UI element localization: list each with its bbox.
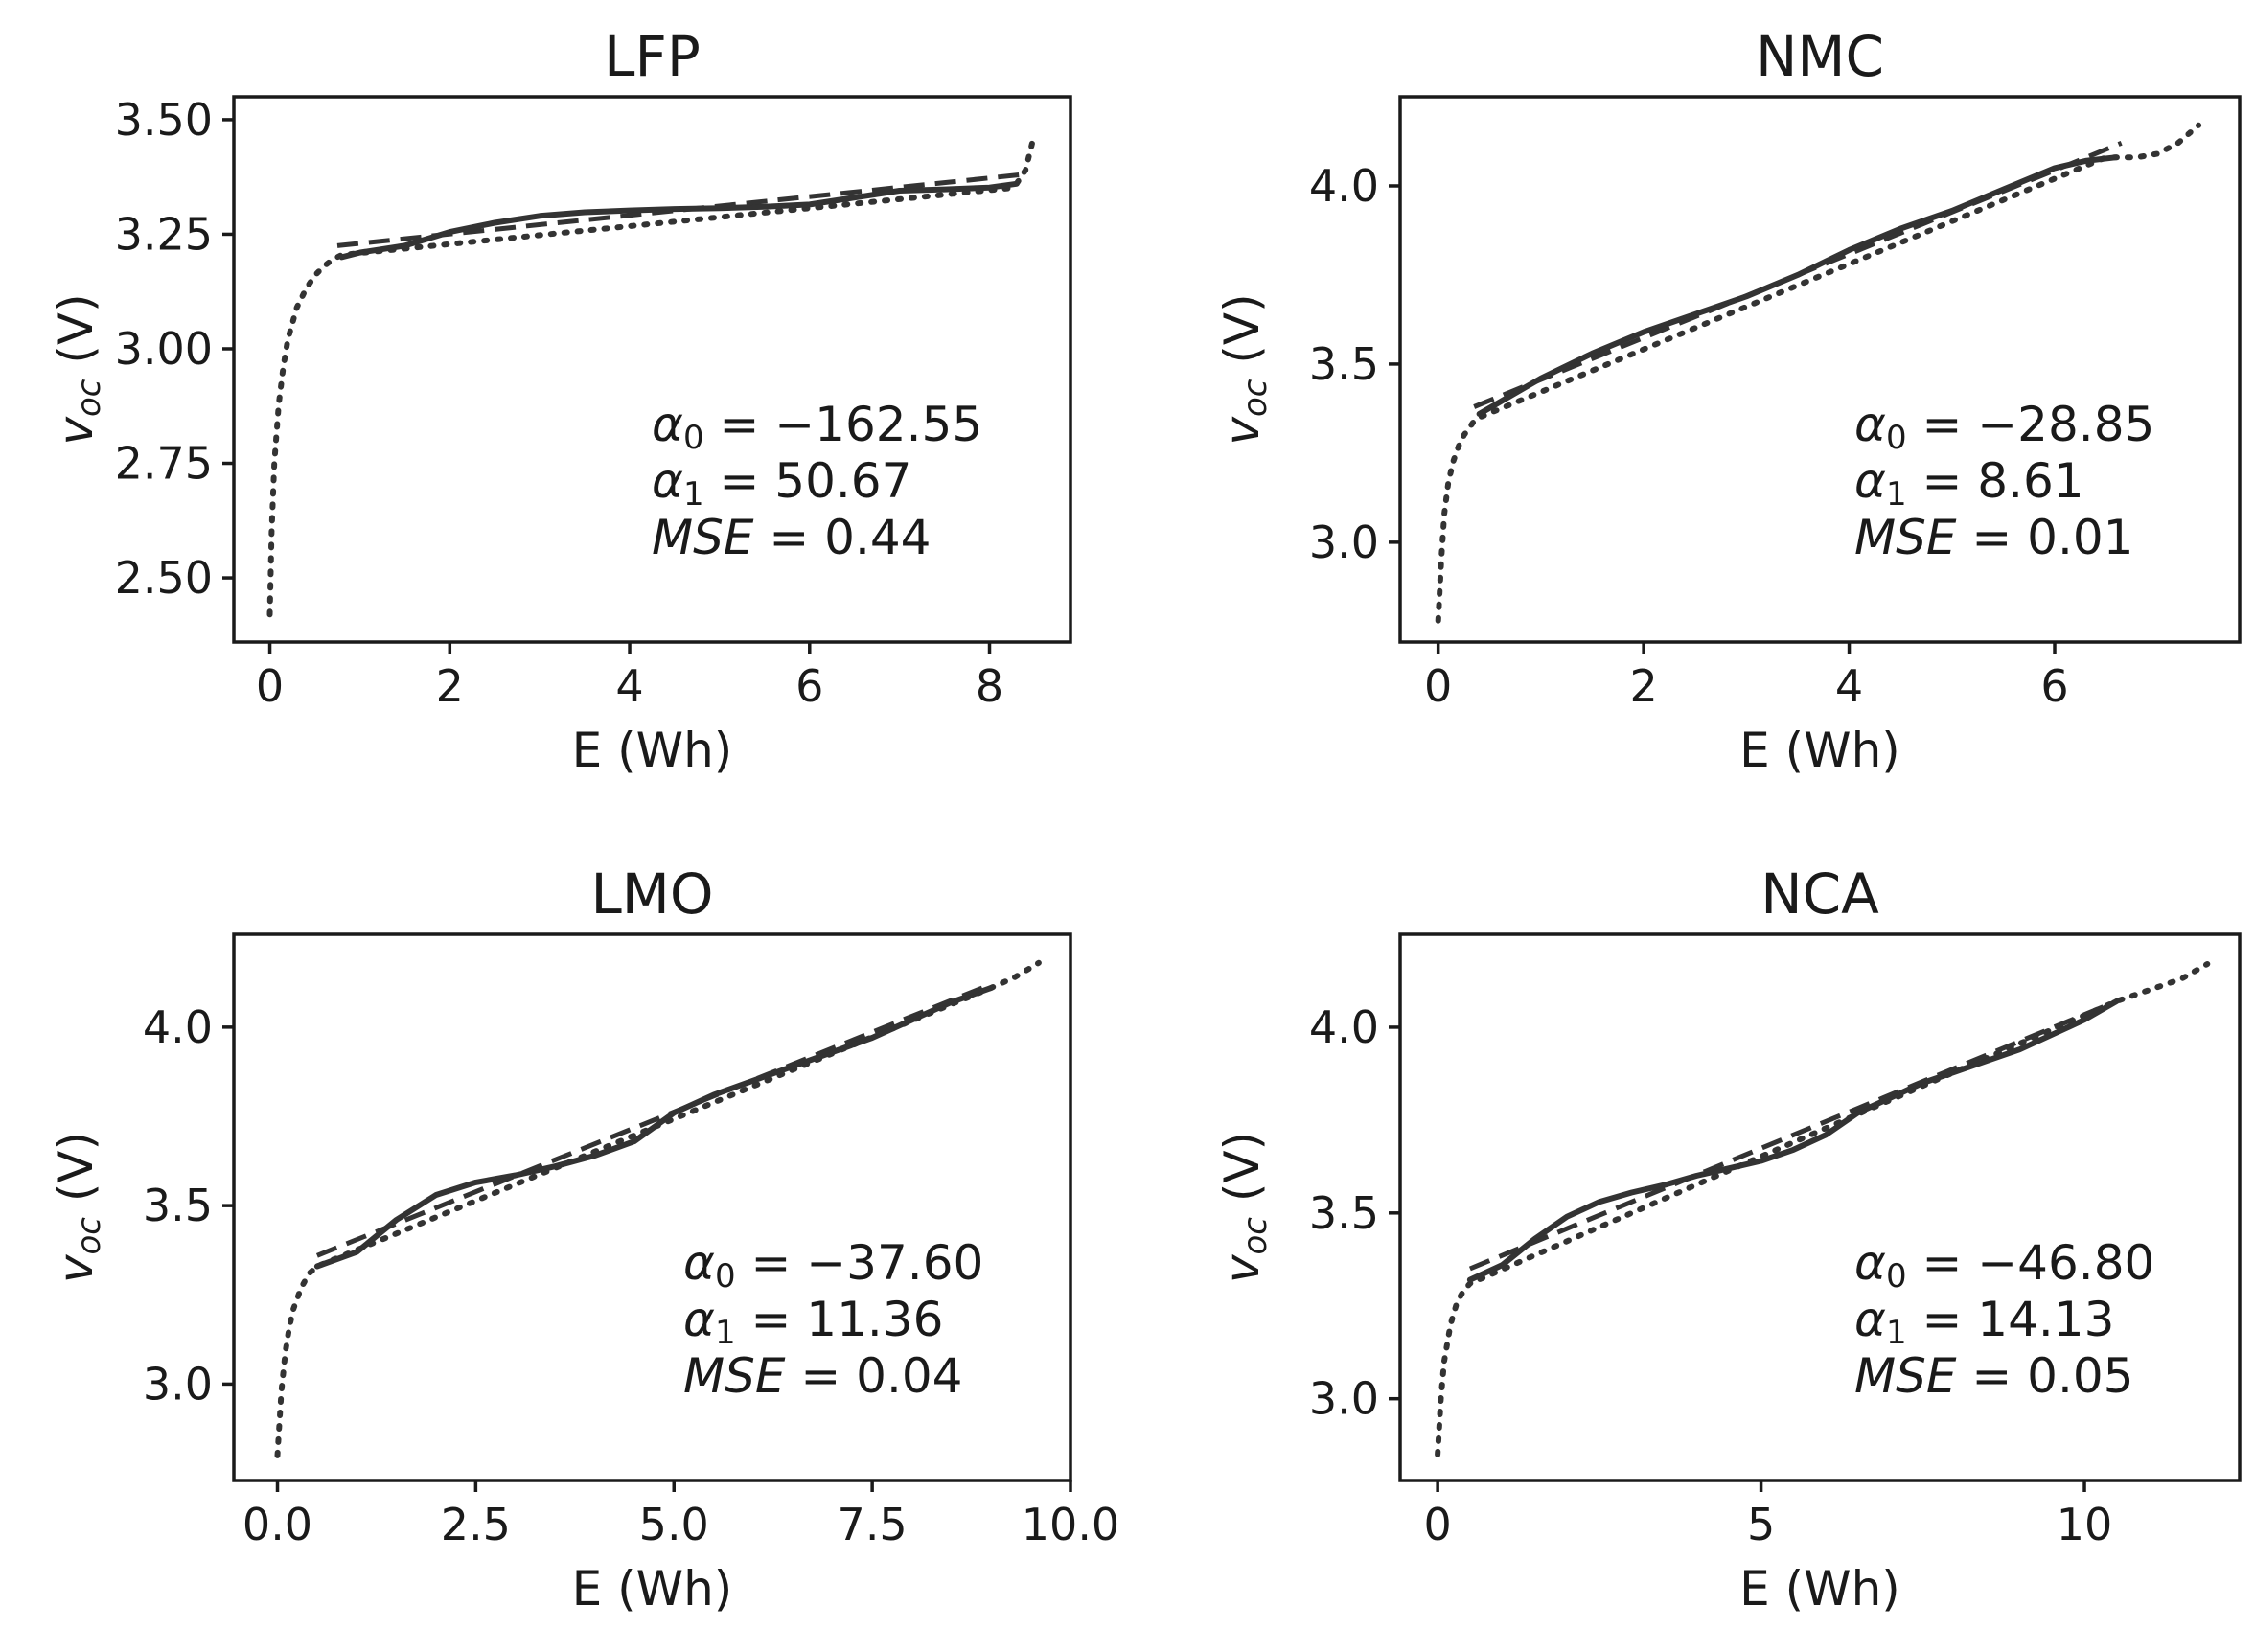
x-tick-label: 2 [1629, 660, 1657, 712]
y-tick-label: 3.50 [115, 94, 213, 146]
plot-frame [232, 95, 1072, 644]
annotation-mse: MSE = 0.05 [1854, 1348, 2134, 1404]
x-tick-label: 0 [1424, 660, 1452, 712]
series-measured [1476, 154, 2120, 417]
y-tick-label: 3.5 [1309, 338, 1379, 390]
x-axis-label: E (Wh) [1739, 1561, 1900, 1617]
y-tick-label: 3.25 [115, 208, 213, 260]
y-tick-label: 3.00 [115, 323, 213, 375]
y-tick-label: 3.0 [143, 1358, 213, 1410]
x-tick-label: 0 [256, 660, 284, 712]
chart-title: NMC [1756, 24, 1884, 89]
annotation-mse: MSE = 0.01 [1854, 510, 2134, 565]
y-label-unit: (V) [48, 1132, 104, 1217]
annotation-mse: MSE = 0.44 [652, 510, 932, 565]
y-label-subscript: oc [1236, 379, 1275, 417]
x-tick-label: 6 [795, 660, 823, 712]
y-tick-label: 3.5 [1309, 1187, 1379, 1239]
y-tick-label: 4.0 [1309, 1001, 1379, 1053]
y-tick-label: 3.0 [1309, 516, 1379, 568]
x-tick-label: 2 [436, 660, 464, 712]
y-axis-label: voc (V) [1214, 293, 1275, 445]
y-label-symbol: v [48, 416, 104, 446]
plot-frame [1398, 932, 2242, 1482]
y-label-subscript: oc [70, 1217, 108, 1255]
chart-lfp: LFP 0 2 4 6 8 2.50 2.75 3.00 3.25 3.50 E (Wh) voc (V… [48, 24, 1072, 778]
y-label-symbol: v [1214, 416, 1270, 446]
series-ocv [266, 130, 1038, 618]
y-label-subscript: oc [1236, 1217, 1275, 1255]
series-measured [313, 984, 995, 1270]
x-tick-label: 10 [2057, 1499, 2113, 1550]
annotation-alpha0: α0 = −28.85 [1854, 397, 2154, 457]
annotation-mse: MSE = 0.04 [683, 1348, 963, 1404]
series-linear-fit [1473, 140, 2123, 409]
x-axis-label: E (Wh) [572, 723, 733, 778]
y-tick-label: 3.0 [1309, 1373, 1379, 1425]
x-tick-label: 0 [1424, 1499, 1452, 1550]
chart-nca: NCA 0 5 10 3.0 3.5 4.0 E (Wh) voc (V) α0 = −46.80… [1214, 861, 2242, 1617]
annotation-alpha1: α1 = 8.61 [1854, 453, 2084, 514]
x-tick-label: 0.0 [242, 1499, 312, 1550]
x-axis-label: E (Wh) [572, 1561, 733, 1617]
x-tick-label: 2.5 [441, 1499, 511, 1550]
y-label-subscript: oc [70, 379, 108, 417]
series-ocv [1435, 122, 2202, 624]
annotation-alpha1: α1 = 11.36 [683, 1292, 943, 1352]
y-axis-label: voc (V) [1214, 1132, 1275, 1283]
chart-lmo: LMO 0.0 2.5 5.0 7.5 10.0 3.0 3.5 4.0 E (Wh) voc (V… [48, 861, 1119, 1617]
x-tick-label: 10.0 [1022, 1499, 1119, 1550]
x-tick-label: 6 [2040, 660, 2068, 712]
x-axis-label: E (Wh) [1739, 723, 1900, 778]
series-measured [1466, 998, 2120, 1283]
y-tick-label: 2.50 [115, 552, 213, 604]
y-label-symbol: v [48, 1253, 104, 1283]
series-ocv [1435, 961, 2211, 1457]
y-tick-label: 2.75 [115, 438, 213, 490]
y-tick-label: 4.0 [1309, 160, 1379, 212]
y-label-unit: (V) [1214, 293, 1270, 379]
chart-title: LMO [590, 861, 713, 927]
plot-frame [1398, 95, 2242, 644]
chart-title: NCA [1760, 861, 1879, 927]
x-tick-label: 7.5 [838, 1499, 908, 1550]
y-label-symbol: v [1214, 1253, 1270, 1283]
annotation-alpha0: α0 = −37.60 [683, 1235, 983, 1296]
x-tick-label: 8 [976, 660, 1003, 712]
plot-frame [232, 932, 1072, 1482]
chart-nmc: NMC 0 2 4 6 3.0 3.5 4.0 E (Wh) voc (V) α0 = −28.85… [1214, 24, 2242, 778]
series-linear-fit [315, 981, 993, 1258]
x-tick-label: 5.0 [639, 1499, 709, 1550]
x-tick-label: 5 [1747, 1499, 1775, 1550]
y-tick-label: 3.5 [143, 1180, 213, 1231]
y-axis-label: voc (V) [48, 293, 108, 445]
annotation-alpha1: α1 = 50.67 [652, 453, 911, 514]
annotation-alpha0: α0 = −162.55 [652, 397, 982, 457]
annotation-alpha0: α0 = −46.80 [1854, 1235, 2154, 1296]
x-tick-label: 4 [1835, 660, 1863, 712]
y-tick-label: 4.0 [143, 1001, 213, 1053]
y-axis-label: voc (V) [48, 1132, 108, 1283]
chart-title: LFP [604, 24, 701, 89]
annotation-alpha1: α1 = 14.13 [1854, 1292, 2114, 1352]
series-linear-fit [1468, 998, 2118, 1272]
y-label-unit: (V) [48, 293, 104, 379]
x-tick-label: 4 [615, 660, 643, 712]
y-label-unit: (V) [1214, 1132, 1270, 1217]
series-linear-fit [336, 172, 1022, 248]
